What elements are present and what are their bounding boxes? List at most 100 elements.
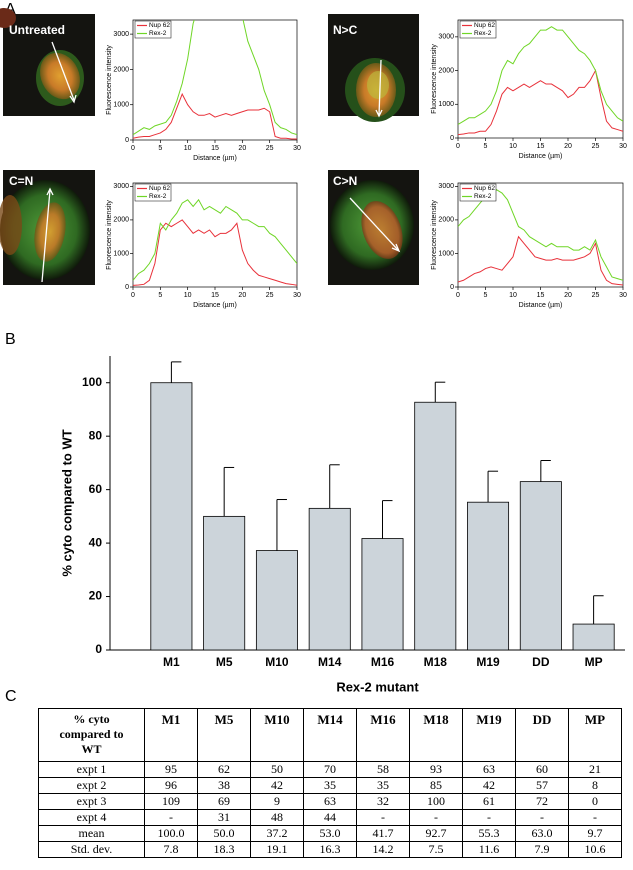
legend-label: Rex-2: [474, 30, 492, 37]
y-tick-label: 0: [450, 135, 454, 142]
table-cell: 53.0: [303, 825, 357, 842]
table-cell: 9.7: [568, 825, 622, 842]
table-cell: 7.9: [515, 841, 569, 858]
table-cell: 57: [515, 777, 569, 794]
bar: [519, 481, 562, 651]
x-tick-label: M1: [163, 655, 180, 669]
y-tick-label: 2000: [113, 66, 129, 73]
bar: [255, 550, 298, 651]
table-cell: 19.1: [250, 841, 304, 858]
x-tick-label: 10: [184, 292, 192, 299]
table-cell: 10.6: [568, 841, 622, 858]
x-tick-label: 30: [619, 292, 627, 299]
micrograph: C>N: [328, 170, 419, 285]
y-tick-label: 2000: [438, 67, 454, 74]
arrow-head: [69, 94, 77, 104]
table-cell: 7.5: [409, 841, 463, 858]
x-tick-label: 30: [619, 143, 627, 150]
y-tick-label: 80: [89, 428, 103, 442]
legend-label: Rex-2: [149, 193, 167, 200]
y-axis-label: Fluorescence intensity: [106, 200, 113, 270]
x-tick-label: 20: [564, 292, 572, 299]
legend-label: Nup 62: [474, 185, 495, 192]
table-cell: 70: [303, 761, 357, 778]
table-row: expt 2 96 38 42 35 35 85 42 57 8: [38, 777, 622, 794]
x-tick-label: 25: [266, 292, 274, 299]
header-cell: M10: [250, 708, 304, 762]
table-cell: 85: [409, 777, 463, 794]
table-cell: 93: [409, 761, 463, 778]
x-tick-label: 0: [131, 145, 135, 152]
y-tick-label: 3000: [113, 183, 129, 190]
x-tick-label: 15: [211, 292, 219, 299]
table-cell: 69: [197, 793, 251, 810]
legend-label: Nup 62: [149, 185, 170, 192]
y-tick-label: 0: [125, 137, 129, 144]
table-cell: 35: [356, 777, 410, 794]
x-tick-label: M18: [424, 655, 448, 669]
table-cell: 63.0: [515, 825, 569, 842]
y-tick-label: 20: [89, 589, 103, 603]
table-cell: 62: [197, 761, 251, 778]
x-tick-label: 0: [131, 292, 135, 299]
x-tick-label: M5: [216, 655, 233, 669]
table-row: expt 3 109 69 9 63 32 100 61 72 0: [38, 793, 622, 810]
profile-arrow: [51, 41, 75, 101]
header-cell: M16: [356, 708, 410, 762]
bar: [361, 538, 404, 651]
x-axis-label: Rex-2 mutant: [336, 679, 419, 694]
x-tick-label: 0: [456, 292, 460, 299]
x-tick-label: M19: [476, 655, 500, 669]
y-tick-label: 1000: [438, 250, 454, 257]
panel-label: B: [5, 331, 16, 348]
bar: [467, 501, 510, 651]
header-cell: M1: [144, 708, 198, 762]
table-cell: 38: [197, 777, 251, 794]
table-row: mean 100.0 50.0 37.2 53.0 41.7 92.7 55.3 63.0 9.7: [38, 825, 622, 842]
header-cell: M14: [303, 708, 357, 762]
series-line: [133, 20, 297, 136]
table-cell: -: [462, 809, 516, 826]
x-tick-label: 0: [456, 143, 460, 150]
table-cell: 100.0: [144, 825, 198, 842]
x-tick-label: M16: [371, 655, 395, 669]
x-tick-label: 5: [484, 143, 488, 150]
series-line: [458, 235, 623, 286]
x-tick-label: 10: [509, 143, 517, 150]
image-label: C>N: [333, 174, 357, 188]
series-line: [133, 198, 297, 281]
table-cell: 61: [462, 793, 516, 810]
series-line: [458, 26, 623, 125]
table-cell: 48: [250, 809, 304, 826]
table-cell: 32: [356, 793, 410, 810]
series-line: [133, 92, 297, 140]
y-tick-label: 1000: [113, 102, 129, 109]
y-tick-label: 60: [89, 482, 103, 496]
arrow-head: [375, 109, 383, 118]
table-cell: 42: [250, 777, 304, 794]
arrow-head: [391, 243, 401, 253]
table-row: % cyto compared to WT M1 M5 M10 M14 M16 M18 M19…: [38, 708, 622, 762]
x-axis-label: Distance (µm): [519, 302, 563, 309]
table-cell: 21: [568, 761, 622, 778]
table-row: expt 4-31 48 44- - - - -: [38, 809, 622, 826]
table-cell: -: [409, 809, 463, 826]
y-tick-label: 0: [125, 284, 129, 291]
table-cell: 63: [303, 793, 357, 810]
cell: [0, 195, 22, 255]
y-tick-label: 3000: [438, 183, 454, 190]
table-cell: 11.6: [462, 841, 516, 858]
legend-label: Rex-2: [474, 193, 492, 200]
arrow-head: [46, 187, 54, 196]
series-line: [458, 189, 623, 281]
x-tick-label: 10: [184, 145, 192, 152]
table-cell: 92.7: [409, 825, 463, 842]
bar: [572, 623, 615, 651]
table-cell: -: [568, 809, 622, 826]
header-cell: DD: [515, 708, 569, 762]
header-cell: M18: [409, 708, 463, 762]
y-tick-label: 3000: [438, 34, 454, 41]
y-tick-label: 40: [89, 535, 103, 549]
legend-label: Nup 62: [149, 22, 170, 29]
